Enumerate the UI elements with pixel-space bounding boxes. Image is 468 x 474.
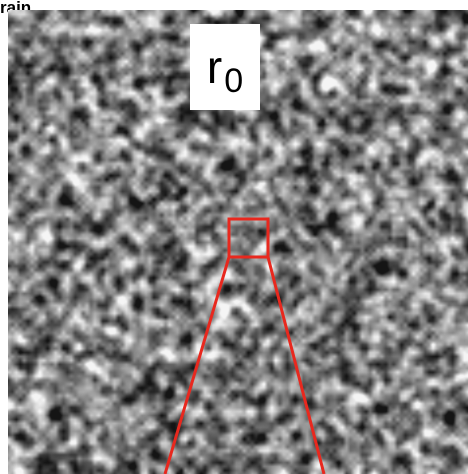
symbol-label: r	[206, 41, 223, 93]
symbol-subscript: 0	[224, 62, 244, 100]
zoom-line-left	[163, 256, 231, 474]
zoom-region-rectangle	[227, 217, 270, 259]
zoom-line-right	[266, 256, 326, 474]
